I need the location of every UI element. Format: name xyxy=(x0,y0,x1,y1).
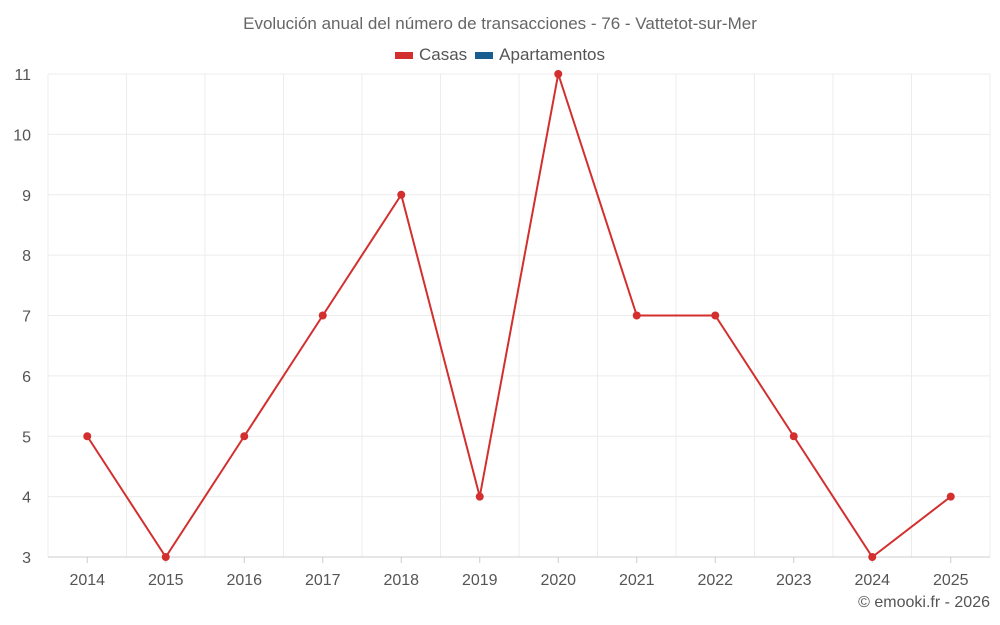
data-point xyxy=(554,70,563,78)
y-tick-label: 8 xyxy=(22,248,31,265)
y-tick-label: 6 xyxy=(22,369,31,386)
data-point xyxy=(475,492,484,501)
y-tick-label: 7 xyxy=(22,309,31,326)
y-tick-label: 9 xyxy=(22,188,31,205)
legend-label-apartamentos: Apartamentos xyxy=(499,45,606,64)
y-tick-label: 3 xyxy=(22,550,31,567)
credit-text: © emooki.fr - 2026 xyxy=(858,594,990,611)
legend-swatch-casas xyxy=(394,51,413,59)
legend-item-casas[interactable]: Casas xyxy=(394,45,468,65)
x-tick-label: 2019 xyxy=(462,572,498,589)
data-point xyxy=(711,311,720,320)
legend-label-casas: Casas xyxy=(418,45,468,64)
y-tick-label: 11 xyxy=(14,67,31,84)
x-tick-label: 2021 xyxy=(619,572,655,589)
chart-legend: Casas Apartamentos xyxy=(0,45,1000,65)
data-point xyxy=(318,311,327,320)
x-tick-label: 2020 xyxy=(540,572,576,589)
x-tick-label: 2016 xyxy=(226,572,262,589)
y-tick-label: 5 xyxy=(22,429,31,446)
chart-title: Evolución anual del número de transaccio… xyxy=(243,14,757,33)
data-point xyxy=(397,190,406,199)
x-tick-label: 2022 xyxy=(697,572,733,589)
series-line-casas xyxy=(86,73,952,558)
data-point xyxy=(789,432,798,441)
data-point xyxy=(868,553,877,561)
x-tick-label: 2024 xyxy=(854,572,890,589)
x-tick-label: 2014 xyxy=(69,572,105,589)
x-tick-label: 2015 xyxy=(148,572,184,589)
legend-item-apartamentos[interactable]: Apartamentos xyxy=(475,45,605,65)
x-tick-label: 2023 xyxy=(776,572,812,589)
x-tick-label: 2018 xyxy=(383,572,419,589)
x-tick-label: 2025 xyxy=(933,572,969,589)
legend-swatch-apartamentos xyxy=(475,51,494,59)
y-tick-label: 4 xyxy=(22,490,31,507)
x-tick-label: 2017 xyxy=(305,572,341,589)
y-tick-label: 10 xyxy=(13,127,31,144)
data-point xyxy=(632,311,641,320)
data-point xyxy=(161,553,170,561)
data-point xyxy=(240,432,249,441)
data-point xyxy=(83,432,92,441)
data-point xyxy=(946,492,955,501)
